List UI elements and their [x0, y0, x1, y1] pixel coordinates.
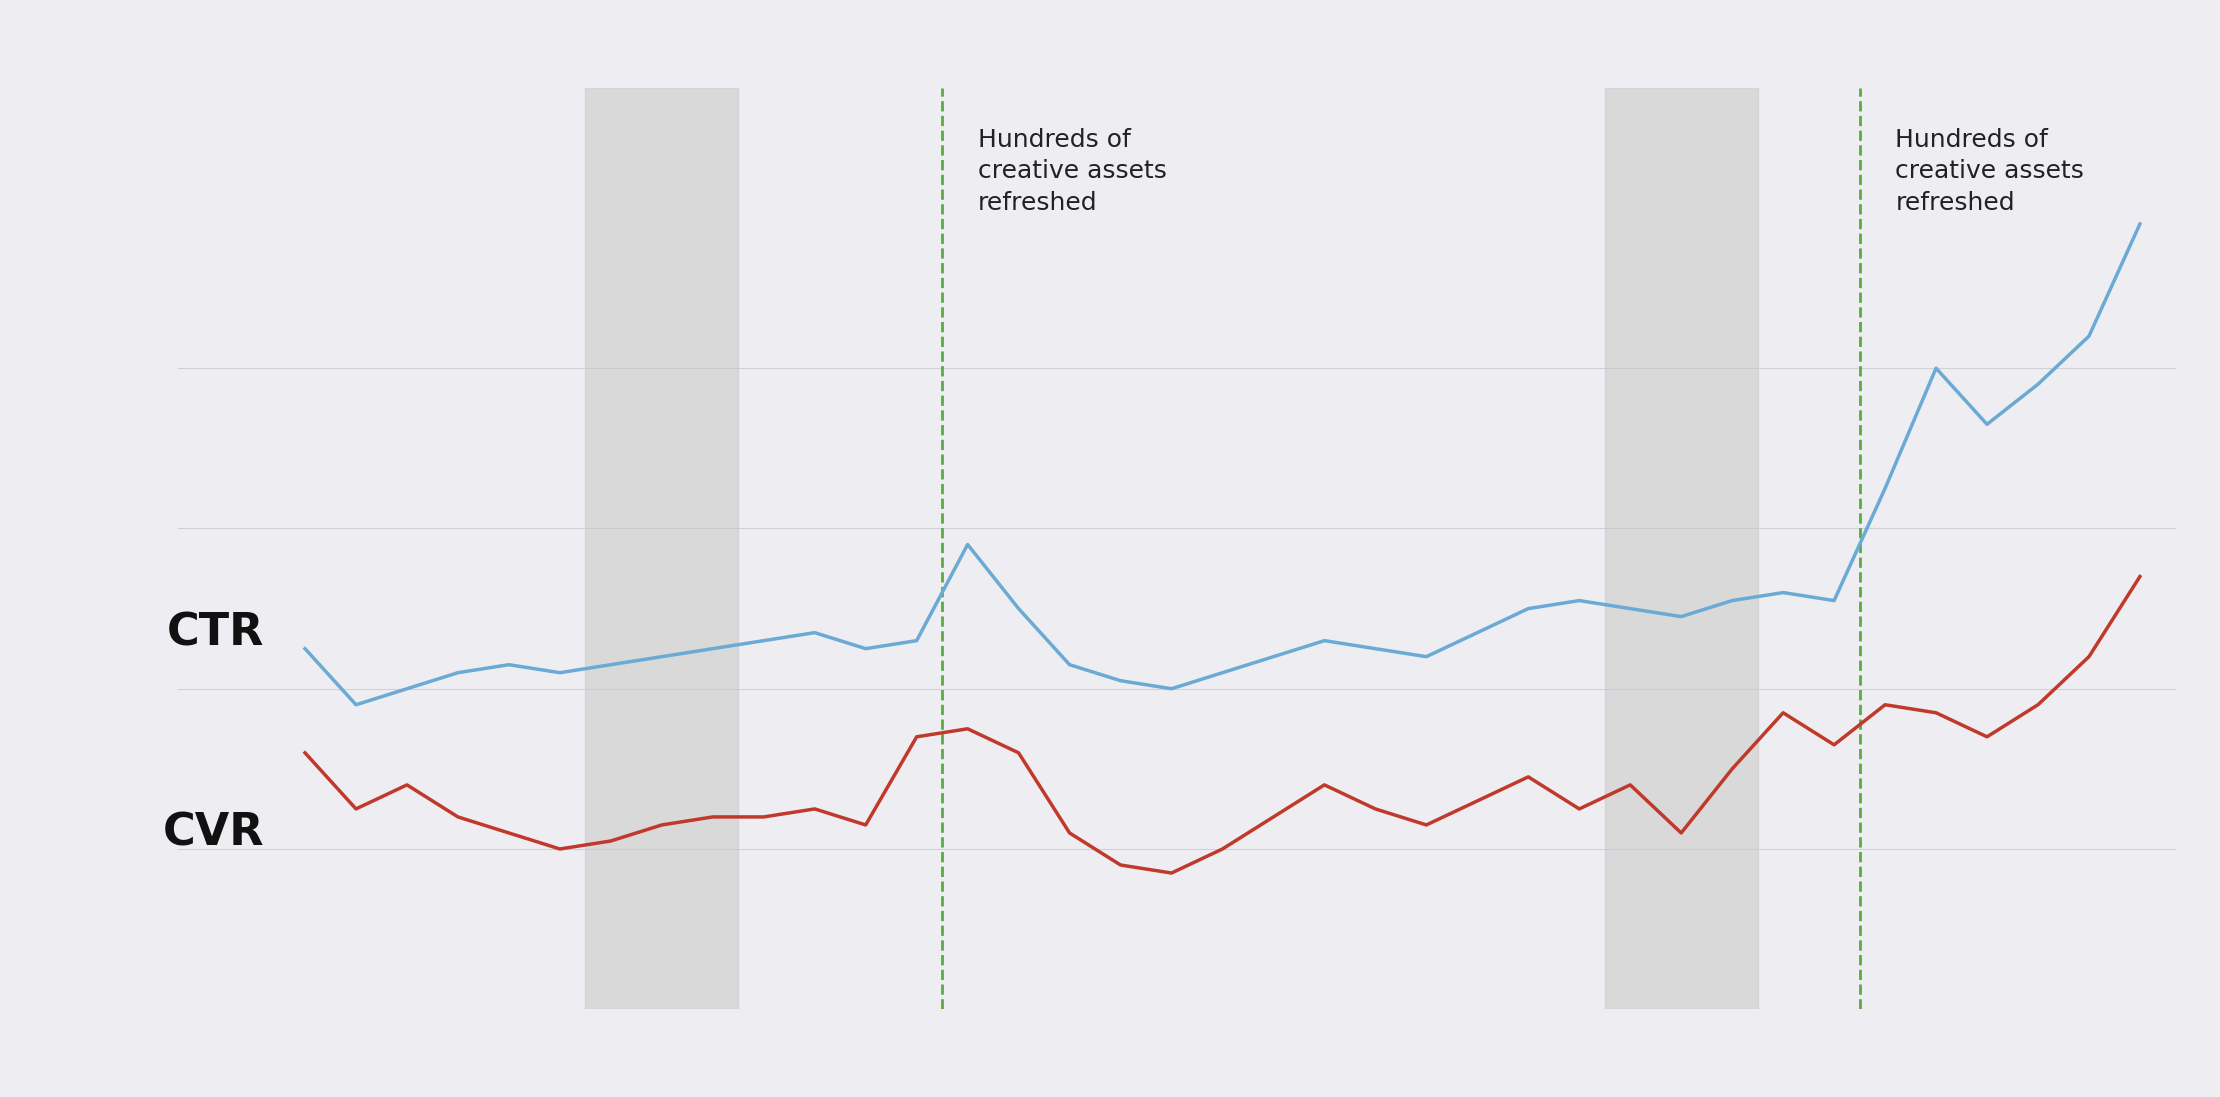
- Text: Hundreds of
creative assets
refreshed: Hundreds of creative assets refreshed: [1896, 128, 2085, 215]
- Bar: [1605, 88, 1758, 1009]
- Text: Hundreds of
creative assets
refreshed: Hundreds of creative assets refreshed: [977, 128, 1168, 215]
- Text: CVR: CVR: [162, 812, 264, 855]
- Bar: [586, 88, 739, 1009]
- Text: CTR: CTR: [166, 611, 264, 654]
